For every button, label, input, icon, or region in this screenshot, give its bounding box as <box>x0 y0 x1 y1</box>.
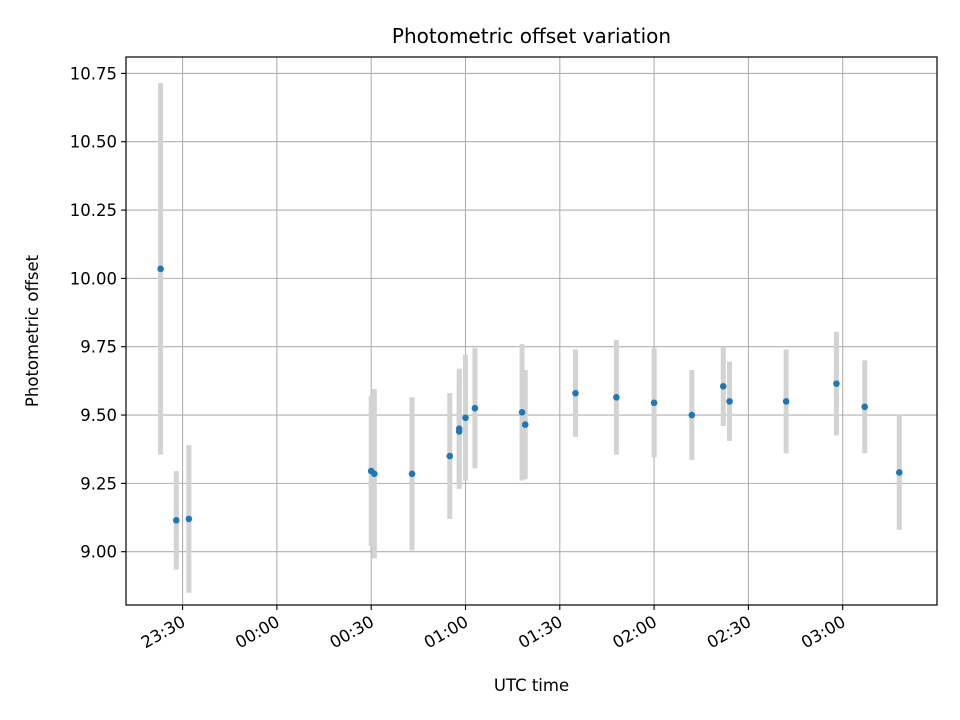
plot-frame <box>125 56 938 606</box>
chart-title: Photometric offset variation <box>392 24 671 48</box>
data-point <box>471 404 479 412</box>
grid-lines <box>126 57 937 605</box>
data-point <box>408 470 416 478</box>
y-axis-ticks: 9.00 9.25 9.50 9.75 10.00 10.25 10.50 10.75 <box>70 64 126 562</box>
data-point <box>688 411 696 419</box>
y-tick-label: 10.25 <box>70 201 117 220</box>
y-tick-label: 9.25 <box>80 474 117 493</box>
data-point <box>895 469 903 476</box>
data-point <box>521 421 529 428</box>
data-point <box>726 398 733 405</box>
data-point <box>518 409 526 416</box>
y-axis-label: Photometric offset <box>23 254 42 407</box>
data-point <box>719 383 727 390</box>
y-tick-label: 9.00 <box>80 543 117 562</box>
data-point <box>861 403 869 411</box>
y-tick-label: 10.50 <box>70 133 117 152</box>
data-point <box>782 398 790 405</box>
data-point <box>371 470 378 478</box>
data-point <box>185 515 193 523</box>
data-point <box>650 399 658 407</box>
y-tick-label: 10.75 <box>70 64 117 83</box>
y-tick-label: 9.75 <box>80 338 117 357</box>
y-tick-label: 10.00 <box>70 269 117 288</box>
data-point <box>833 380 840 387</box>
y-tick-label: 9.50 <box>80 406 117 425</box>
x-axis-label: UTC time <box>494 676 569 695</box>
data-point <box>462 414 469 422</box>
data-point <box>613 393 620 401</box>
data-point <box>157 265 164 273</box>
data-point <box>446 452 454 460</box>
data-point <box>172 516 180 524</box>
data-points <box>157 265 903 524</box>
data-point <box>572 389 579 397</box>
data-point <box>455 425 463 433</box>
